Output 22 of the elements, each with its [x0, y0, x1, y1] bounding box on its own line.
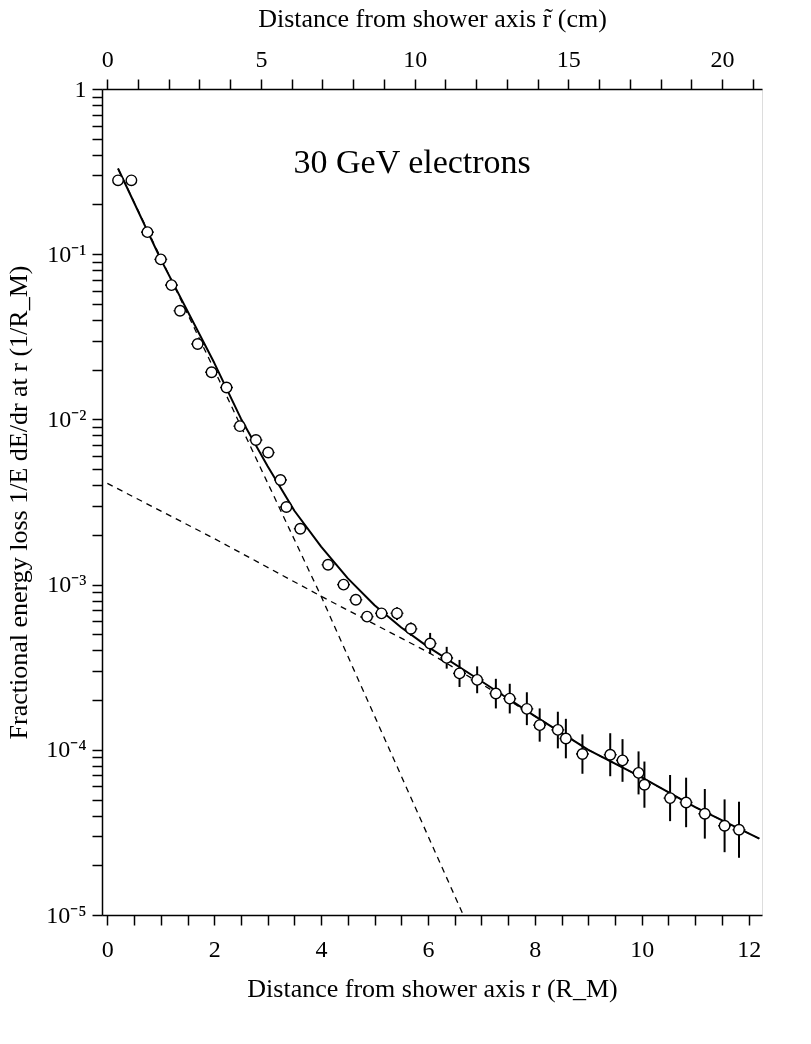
x2-tick-label: 15	[556, 45, 581, 72]
annotation: 30 GeV electrons	[293, 143, 531, 181]
x2-axis-title: Distance from shower axis r̃ (cm)	[258, 3, 607, 33]
y-axis-title: Fractional energy loss 1/E dE/dr at r (1/R_M)	[4, 265, 34, 740]
x-axis-title: Distance from shower axis r (R_M)	[247, 973, 618, 1003]
y-tick-label: 10⁻¹	[47, 240, 87, 267]
x-tick-label: 4	[315, 935, 328, 962]
x-tick-label: 2	[208, 935, 221, 962]
x-tick-label: 8	[529, 935, 542, 962]
x-tick-label: 6	[422, 935, 435, 962]
x2-tick-label: 5	[255, 45, 268, 72]
y-tick-label: 1	[74, 75, 87, 102]
x2-tick-label: 20	[710, 45, 735, 72]
x-tick-label: 12	[737, 935, 762, 962]
y-tick-label: 10⁻⁴	[46, 736, 87, 763]
y-tick-label: 10⁻²	[47, 405, 87, 432]
x-tick-label: 0	[101, 935, 114, 962]
y-tick-label: 10⁻⁵	[46, 901, 87, 928]
x2-tick-label: 10	[403, 45, 428, 72]
y-tick-label: 10⁻³	[47, 571, 87, 598]
x2-tick-label: 0	[101, 45, 114, 72]
x-tick-label: 10	[630, 935, 655, 962]
